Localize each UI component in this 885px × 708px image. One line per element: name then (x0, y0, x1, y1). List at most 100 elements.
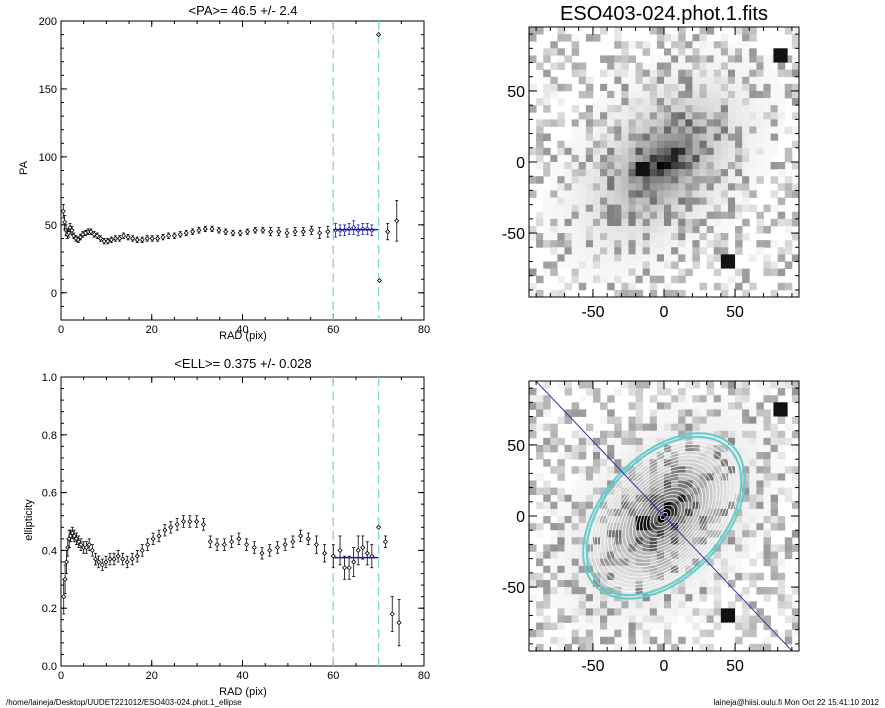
image-pixel (607, 240, 615, 248)
image-pixel (692, 381, 700, 389)
image-pixel (649, 218, 658, 227)
image-pixel (550, 240, 558, 248)
image-pixel (592, 34, 601, 42)
image-pixel (642, 487, 651, 496)
image-pixel (635, 501, 644, 510)
image-pixel (656, 147, 665, 156)
image-pixel (720, 494, 729, 503)
data-point (67, 533, 74, 539)
y-tick-label: 0.6 (42, 488, 57, 500)
image-pixel (678, 289, 686, 298)
image-pixel (621, 119, 629, 127)
image-pixel (550, 444, 558, 453)
image-pixel (713, 508, 722, 517)
image-pixel (777, 90, 786, 99)
image-pixel (578, 204, 587, 213)
image-pixel (720, 90, 729, 99)
image-pixel (600, 105, 608, 113)
image-pixel (678, 487, 686, 496)
image-pixel (628, 197, 636, 206)
image-pixel (713, 423, 722, 432)
image-pixel (628, 423, 636, 432)
image-pixel (607, 622, 615, 631)
image-pixel (621, 523, 629, 531)
image-pixel (664, 126, 672, 134)
image-pixel (614, 289, 622, 298)
image-pixel (642, 105, 651, 113)
image-pixel (585, 268, 594, 277)
image-pixel (706, 516, 715, 524)
image-pixel (742, 48, 750, 56)
image-pixel (529, 544, 537, 552)
image-pixel (742, 275, 750, 284)
image-pixel (692, 55, 700, 63)
image-pixel (536, 147, 544, 156)
image-pixel (592, 530, 601, 538)
image-pixel (671, 601, 679, 609)
image-pixel (727, 69, 736, 78)
image-pixel (592, 395, 601, 403)
image-pixel (720, 83, 729, 92)
image-pixel (571, 508, 580, 517)
image-pixel (656, 112, 665, 120)
image-pixel (571, 466, 580, 474)
data-point (105, 238, 111, 244)
image-pixel (536, 275, 544, 284)
image-pixel (699, 41, 708, 49)
image-pixel (664, 615, 672, 623)
image-pixel (578, 395, 587, 403)
image-pixel (749, 622, 757, 631)
image-pixel (607, 268, 615, 277)
image-pixel (763, 69, 771, 78)
image-pixel (735, 190, 743, 198)
image-pixel (699, 452, 708, 460)
isophote-ellipse (596, 447, 732, 585)
image-pixel (585, 147, 594, 156)
image-pixel (550, 169, 558, 177)
image-pixel (742, 608, 750, 616)
image-pixel (614, 622, 622, 631)
image-pixel (592, 551, 601, 560)
image-pixel (635, 126, 644, 134)
image-pixel (585, 126, 594, 134)
image-pixel (607, 112, 615, 120)
image-pixel (592, 565, 601, 574)
image-pixel (628, 629, 636, 638)
image-pixel (713, 154, 722, 163)
data-point (108, 237, 114, 243)
image-pixel (649, 494, 658, 503)
image-pixel (536, 240, 544, 248)
image-pixel (585, 90, 594, 99)
image-pixel (791, 112, 800, 120)
image-pixel (614, 494, 622, 503)
image-pixel (628, 437, 636, 446)
image-pixel (592, 247, 601, 255)
image-pixel (656, 98, 665, 106)
data-point (162, 527, 168, 533)
image-pixel (557, 27, 565, 35)
image-pixel (784, 615, 793, 623)
image-pixel (777, 183, 786, 191)
image-pixel (727, 112, 736, 120)
image-pixel (756, 76, 764, 85)
image-pixel (671, 487, 679, 496)
image-pixel (770, 473, 779, 481)
image-pixel (727, 90, 736, 99)
y-tick-label: 0 (516, 509, 525, 526)
image-pixel (706, 169, 715, 177)
image-pixel (791, 473, 800, 481)
image-pixel (692, 154, 700, 163)
image-pixel (749, 558, 757, 567)
image-pixel (607, 211, 615, 220)
data-point (145, 542, 151, 548)
image-pixel (727, 473, 736, 481)
image-pixel (727, 437, 736, 446)
image-pixel (735, 133, 743, 142)
image-pixel (713, 169, 722, 177)
image-pixel (692, 240, 700, 248)
image-pixel (727, 430, 736, 439)
image-pixel (763, 409, 771, 417)
image-pixel (713, 119, 722, 127)
image-pixel (671, 275, 679, 284)
